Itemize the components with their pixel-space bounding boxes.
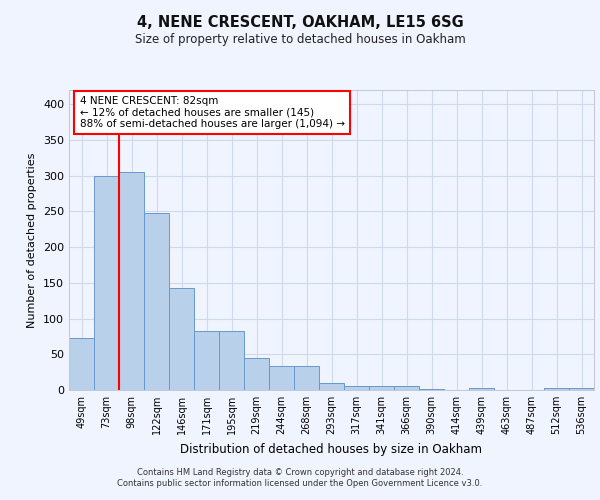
Text: 4, NENE CRESCENT, OAKHAM, LE15 6SG: 4, NENE CRESCENT, OAKHAM, LE15 6SG <box>137 15 463 30</box>
Bar <box>294 366 319 390</box>
Text: Size of property relative to detached houses in Oakham: Size of property relative to detached ho… <box>134 32 466 46</box>
Bar <box>369 386 394 390</box>
Bar <box>244 358 269 390</box>
Bar <box>144 213 169 390</box>
Bar <box>219 332 244 390</box>
Bar <box>544 388 569 390</box>
Bar <box>394 386 419 390</box>
X-axis label: Distribution of detached houses by size in Oakham: Distribution of detached houses by size … <box>181 442 482 456</box>
Bar <box>469 388 494 390</box>
Bar <box>94 176 119 390</box>
Bar <box>269 366 294 390</box>
Bar <box>194 332 219 390</box>
Bar <box>169 288 194 390</box>
Bar <box>119 172 144 390</box>
Bar <box>419 388 444 390</box>
Bar <box>344 386 369 390</box>
Text: Contains HM Land Registry data © Crown copyright and database right 2024.
Contai: Contains HM Land Registry data © Crown c… <box>118 468 482 487</box>
Bar <box>319 383 344 390</box>
Bar <box>569 388 594 390</box>
Y-axis label: Number of detached properties: Number of detached properties <box>28 152 37 328</box>
Text: 4 NENE CRESCENT: 82sqm
← 12% of detached houses are smaller (145)
88% of semi-de: 4 NENE CRESCENT: 82sqm ← 12% of detached… <box>79 96 344 129</box>
Bar <box>69 338 94 390</box>
